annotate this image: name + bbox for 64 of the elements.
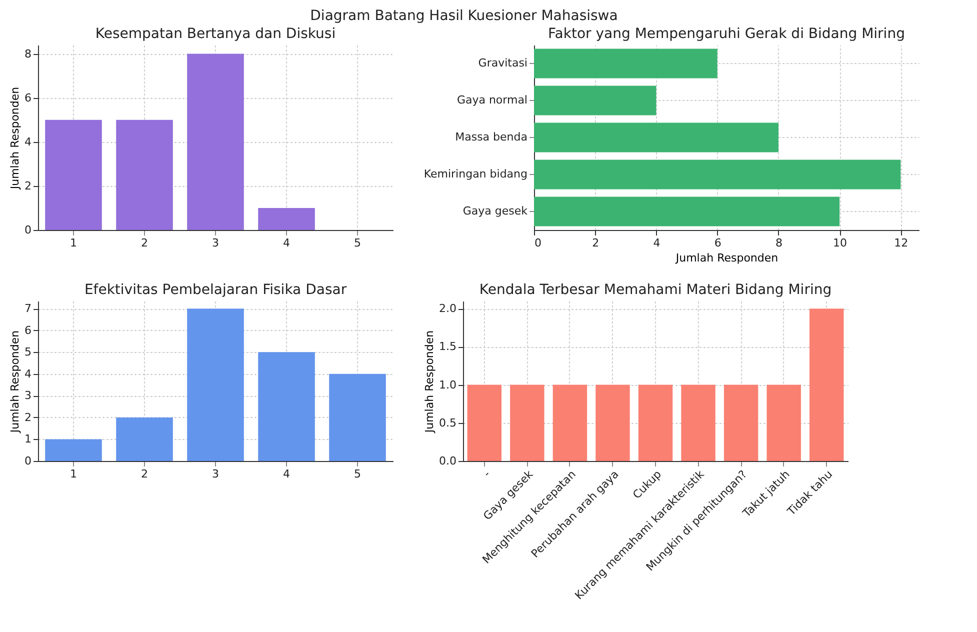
bar <box>116 120 173 230</box>
x-tick-label: 0 <box>534 236 542 250</box>
bar <box>258 352 315 461</box>
y-tick-label: 1 <box>24 432 32 446</box>
y-tick-label: 2.0 <box>439 302 456 316</box>
x-tick-label: 2 <box>592 236 600 250</box>
bar <box>258 208 315 230</box>
y-tick-label: 6 <box>24 91 32 104</box>
y-axis-title: Jumlah Responden <box>8 330 22 434</box>
x-tick-label: 6 <box>714 236 722 250</box>
y-tick-label: 0 <box>24 454 32 468</box>
bar <box>116 417 173 461</box>
x-tick-label: 8 <box>775 236 782 250</box>
y-tick-label: 4 <box>24 135 32 148</box>
x-tick-label: 1 <box>70 468 77 480</box>
y-tick-label: Massa benda <box>455 130 528 144</box>
chart-title: Kendala Terbesar Memahami Materi Bidang Miring <box>479 282 832 298</box>
y-tick-label: 3 <box>24 389 32 402</box>
y-axis-title: Jumlah Responden <box>8 86 22 190</box>
y-tick-label: Gaya gesek <box>462 204 528 218</box>
x-tick-label: 4 <box>653 236 660 250</box>
y-tick-label: Kemiringan bidang <box>424 168 528 180</box>
x-tick-label: 4 <box>283 468 290 480</box>
bar <box>534 86 656 116</box>
bar <box>187 54 244 230</box>
y-tick-label: Gaya normal <box>456 94 528 106</box>
chart-title: Kesempatan Bertanya dan Diskusi <box>95 26 336 42</box>
x-tick-label: 2 <box>141 468 148 480</box>
bar <box>45 120 102 230</box>
x-tick-label: - <box>480 468 493 480</box>
y-tick-label: 0.0 <box>439 454 456 468</box>
y-tick-label: Gravitasi <box>478 56 528 70</box>
bar <box>45 439 102 461</box>
bar <box>534 196 840 226</box>
y-tick-label: 4 <box>24 367 32 380</box>
chart-title: Faktor yang Mempengaruhi Gerak di Bidang Miring <box>548 26 905 42</box>
x-axis-title: Jumlah Responden <box>674 252 778 264</box>
bar <box>329 374 386 461</box>
bar <box>534 48 718 78</box>
x-tick-label: 12 <box>894 236 908 250</box>
y-axis-title: Jumlah Responden <box>423 330 436 434</box>
y-tick-label: 6 <box>24 324 32 337</box>
y-tick-label: 5 <box>24 346 32 359</box>
bar <box>534 122 778 152</box>
bar <box>534 160 901 190</box>
y-tick-label: 0.5 <box>439 416 456 430</box>
y-tick-label: 2 <box>24 179 32 192</box>
x-tick-label: 2 <box>141 236 148 250</box>
x-tick-label: 3 <box>212 468 219 480</box>
x-tick-label: 5 <box>354 236 361 250</box>
text: Diagram Batang Hasil Kuesioner Mahasiswa <box>310 8 618 24</box>
bar <box>187 308 244 461</box>
chart-title: Efektivitas Pembelajaran Fisika Dasar <box>84 282 347 298</box>
y-tick-label: 0 <box>24 224 32 236</box>
x-tick-label: 10 <box>833 236 848 250</box>
y-tick-label: 1.5 <box>439 340 456 354</box>
x-tick-label: 4 <box>283 236 290 250</box>
y-tick-label: 1.0 <box>439 378 456 392</box>
y-tick-label: 2 <box>24 410 32 424</box>
y-tick-label: 8 <box>24 47 32 60</box>
x-tick-label: 5 <box>354 468 361 480</box>
x-tick-label: 1 <box>70 236 77 250</box>
y-tick-label: 7 <box>24 302 32 316</box>
x-tick-label: 3 <box>212 236 219 250</box>
